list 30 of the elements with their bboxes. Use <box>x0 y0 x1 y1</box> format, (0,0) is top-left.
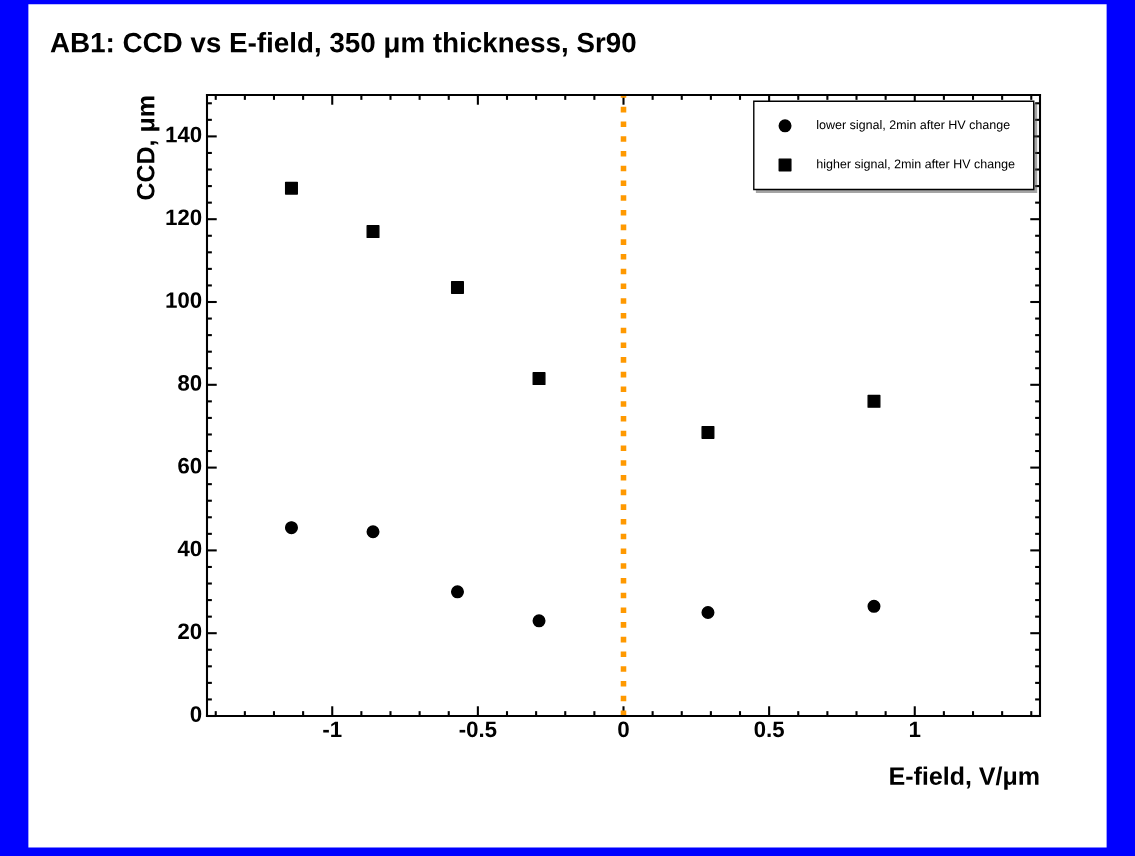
y-axis-title: CCD, μm <box>136 96 160 200</box>
point <box>366 525 380 539</box>
point <box>867 599 881 613</box>
y-tick-label: 20 <box>178 623 202 640</box>
y-tick-label: 120 <box>166 209 202 226</box>
chart-title: AB1: CCD vs E-field, 350 μm thickness, Sr90 <box>50 32 636 58</box>
y-tick-label: 0 <box>190 706 202 722</box>
point <box>867 394 881 408</box>
point <box>366 225 380 239</box>
x-tick-label: 0.5 <box>754 721 784 738</box>
y-tick-label: 100 <box>166 292 202 308</box>
legend-label: higher signal, 2min after HV change <box>817 159 1015 171</box>
point <box>450 585 464 599</box>
y-tick-label: 60 <box>178 457 202 474</box>
legend-label: lower signal, 2min after HV change <box>817 120 1010 132</box>
x-tick-label: 1 <box>909 721 921 737</box>
x-tick-label: -0.5 <box>459 721 497 738</box>
point <box>701 425 715 439</box>
point <box>701 605 715 620</box>
point <box>284 181 298 195</box>
point <box>450 281 464 295</box>
point <box>284 521 298 535</box>
y-tick-label: 80 <box>178 375 202 391</box>
y-tick-label: 140 <box>166 126 202 143</box>
x-tick-label: -1 <box>323 721 342 737</box>
x-tick-label: 0 <box>618 721 629 738</box>
point <box>532 372 546 386</box>
y-tick-label: 40 <box>177 540 202 557</box>
point <box>532 614 546 628</box>
x-axis-title: E-field, V/μm <box>890 766 1039 790</box>
